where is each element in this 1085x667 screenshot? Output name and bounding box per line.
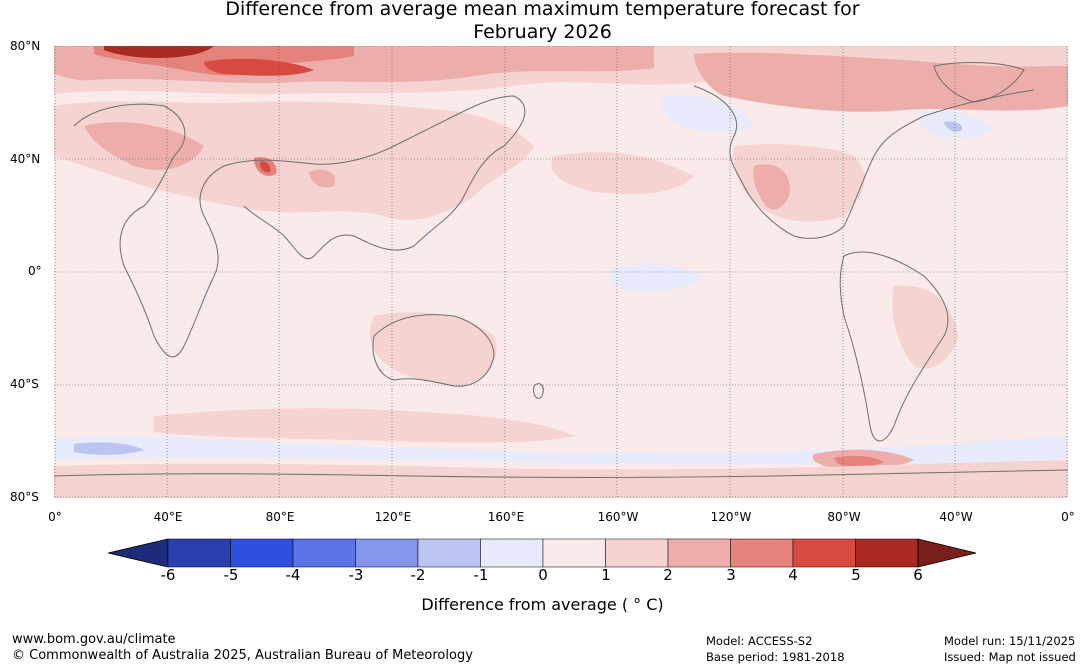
anomaly-region-s-ocean	[154, 408, 574, 443]
lon-label-0: 0°	[48, 510, 62, 524]
colorbar-arrow-left	[108, 538, 169, 568]
anomaly-region-eurasia	[54, 101, 534, 220]
lon-label-120e: 120°E	[374, 510, 412, 524]
graticule	[54, 46, 1068, 498]
colorbar-label: Difference from average ( ° C)	[421, 595, 664, 614]
colorbar-tick-m2: -2	[410, 566, 426, 584]
lon-label-120w: 120°W	[710, 510, 752, 524]
anomaly-region-antarctic-cool	[54, 436, 1068, 465]
colorbar-tick-m3: -3	[348, 566, 364, 584]
colorbar-tick-2: 2	[663, 566, 673, 584]
anomaly-region-europe	[84, 122, 204, 170]
colorbar-tick-m1: -1	[473, 566, 489, 584]
anomaly-region-pacific-nw	[551, 152, 694, 195]
colorbar-tick-m5: -5	[223, 566, 239, 584]
anomaly-region-china	[309, 169, 335, 188]
coast-antarctica	[54, 469, 1068, 478]
lat-label-80n: 80°N	[10, 39, 41, 53]
coast-north-america	[693, 85, 1035, 239]
colorbar-bin-12	[855, 538, 919, 568]
colorbar-tick-6: 6	[913, 566, 923, 584]
colorbar-arrow-right	[917, 538, 977, 568]
colorbar-tick-5: 5	[851, 566, 861, 584]
lon-label-80w: 80°W	[827, 510, 861, 524]
lon-label-40e: 40°E	[153, 510, 183, 524]
colorbar-tick-1: 1	[601, 566, 611, 584]
colorbar-bin-1	[167, 538, 231, 568]
colorbar-bin-4	[355, 538, 419, 568]
coast-australia	[372, 314, 495, 387]
anomaly-region-samerica	[892, 285, 958, 369]
lon-label-0-right: 0°	[1061, 510, 1075, 524]
anomaly-region-australia	[369, 312, 497, 386]
footer-model: Model: ACCESS-S2	[706, 634, 813, 648]
lat-label-80s: 80°S	[10, 490, 39, 504]
footer-copyright: © Commonwealth of Australia 2025, Austra…	[12, 648, 473, 663]
coastlines	[54, 62, 1068, 478]
coast-asia	[223, 95, 526, 259]
colorbar-bin-3	[292, 538, 356, 568]
anomaly-region-arctic-hot-2	[204, 58, 314, 76]
colorbar-tick-m6: -6	[160, 566, 176, 584]
title-line-1: Difference from average mean maximum tem…	[225, 0, 860, 20]
colorbar-bin-6	[480, 538, 544, 568]
colorbar-bin-7	[542, 538, 606, 568]
colorbar-bin-5	[417, 538, 481, 568]
anomaly-region-canada	[694, 52, 1068, 112]
colorbar-bin-10	[730, 538, 794, 568]
forecast-map	[54, 46, 1068, 498]
anomaly-region-antarctic-cool-2	[74, 442, 144, 455]
lon-label-160w: 160°W	[597, 510, 639, 524]
anomaly-region-cool-center	[944, 121, 963, 132]
map-svg	[54, 46, 1068, 498]
anomaly-region-tibet-core	[259, 161, 271, 173]
colorbar-bin-9	[667, 538, 731, 568]
chart-title: Difference from average mean maximum tem…	[0, 0, 1085, 44]
colorbar-bin-11	[792, 538, 856, 568]
anomaly-region-eq-pacific	[609, 263, 704, 292]
colorbar-tick-3: 3	[726, 566, 736, 584]
lon-label-80e: 80°E	[265, 510, 295, 524]
coast-greenland	[933, 62, 1025, 103]
anomaly-region-antarctic-hot	[834, 455, 884, 467]
footer-site-link[interactable]: www.bom.gov.au/climate	[12, 632, 176, 647]
anomaly-region-antarctica	[54, 460, 1068, 498]
footer-base-period: Base period: 1981-2018	[706, 650, 845, 664]
colorbar-tick-m4: -4	[285, 566, 301, 584]
colorbar-bin-2	[230, 538, 294, 568]
lat-label-eq: 0°	[28, 264, 42, 278]
lon-label-160e: 160°E	[487, 510, 525, 524]
coast-nz	[533, 383, 544, 399]
anomaly-region-alaska	[661, 95, 754, 133]
colorbar-bin-8	[605, 538, 669, 568]
lat-label-40s: 40°S	[10, 377, 39, 391]
anomaly-region-usa	[733, 144, 865, 222]
footer-model-run: Model run: 15/11/2025	[944, 634, 1076, 648]
anomaly-region-mexico	[753, 164, 790, 210]
title-line-2: February 2026	[473, 21, 612, 43]
footer-issued: Issued: Map not issued	[944, 650, 1076, 664]
colorbar-tick-4: 4	[788, 566, 798, 584]
colorbar	[108, 538, 977, 568]
coast-europe-africa	[73, 103, 225, 358]
coast-south-america	[839, 251, 949, 442]
lat-label-40n: 40°N	[10, 152, 41, 166]
lon-label-40w: 40°W	[939, 510, 973, 524]
anomaly-region-arctic-hottest	[104, 46, 214, 58]
colorbar-tick-0: 0	[538, 566, 548, 584]
